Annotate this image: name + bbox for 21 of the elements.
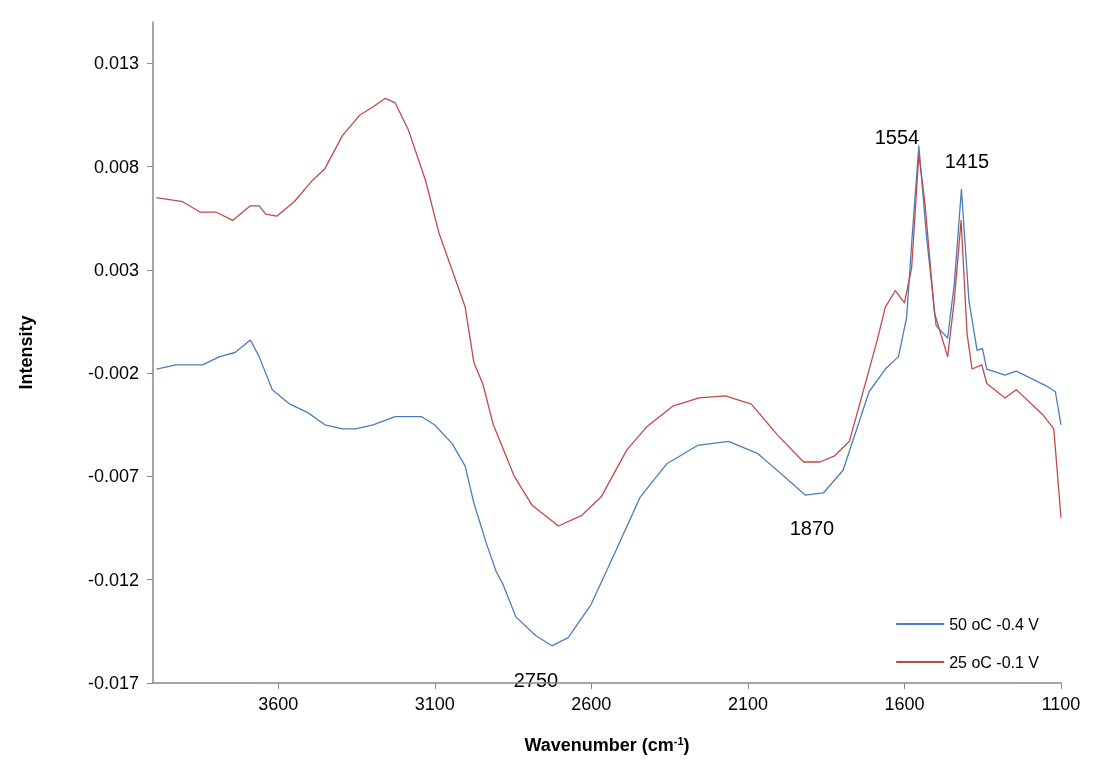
- x-tick-label: 3600: [258, 694, 299, 714]
- x-tick-label: 3100: [414, 694, 455, 714]
- annotation: 2750: [513, 669, 559, 691]
- x-tick-label: 2600: [571, 694, 612, 714]
- line-series: [155, 145, 1062, 647]
- legend-label: 50 oC -0.4 V: [949, 615, 1040, 633]
- legend-label: 25 oC -0.1 V: [949, 653, 1040, 671]
- y-tick-label: -0.002: [87, 363, 139, 384]
- annotation: 1415: [944, 150, 990, 172]
- annotation: 1554: [874, 126, 920, 148]
- y-tick-label: 0.003: [93, 259, 139, 280]
- y-tick-label: -0.007: [87, 466, 139, 487]
- y-axis-title: Intensity: [16, 315, 36, 390]
- x-tick-label: 2100: [727, 694, 768, 714]
- y-tick-label: -0.017: [87, 673, 139, 693]
- y-tick-label: 0.013: [93, 53, 139, 74]
- y-tick-label: 0.008: [93, 156, 139, 177]
- annotation: 1870: [789, 517, 835, 539]
- x-tick-label: 1600: [884, 694, 925, 714]
- y-tick-label: -0.012: [87, 569, 139, 590]
- x-tick-label: 1100: [1041, 694, 1081, 714]
